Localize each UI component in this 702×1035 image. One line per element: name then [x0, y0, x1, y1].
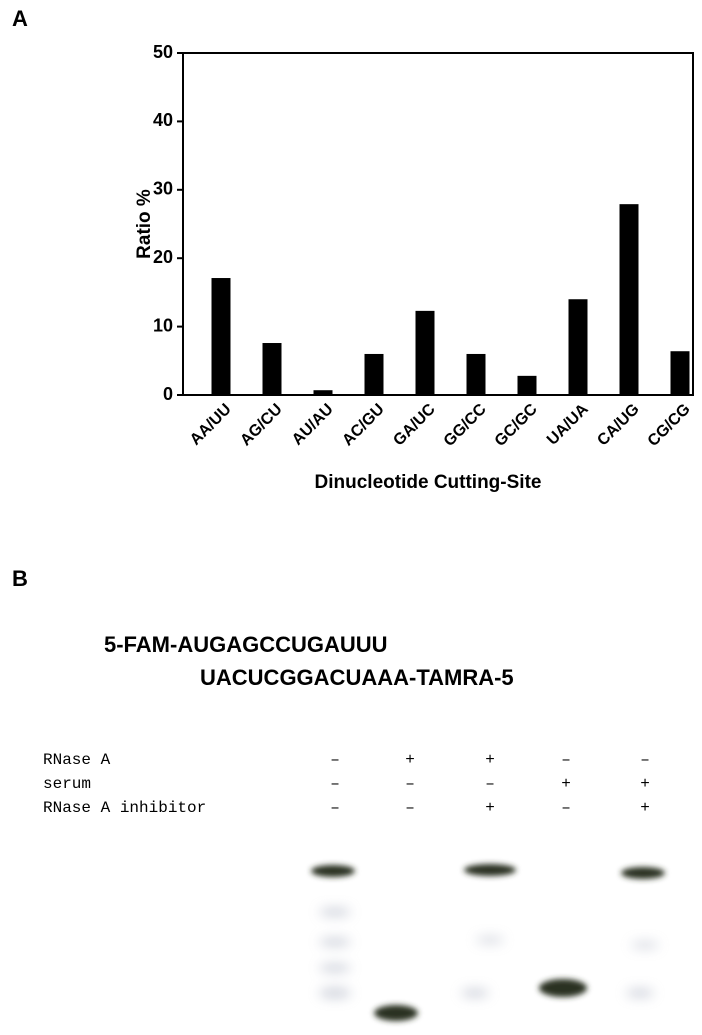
y-tick-label: 30: [153, 179, 173, 199]
x-tick-label: AA/UU: [187, 401, 235, 449]
y-tick-label: 0: [163, 384, 173, 404]
y-tick-label: 20: [153, 247, 173, 267]
x-tick-label: AU/AU: [289, 401, 337, 449]
bar: [619, 204, 639, 395]
sequence-line: UACUCGGACUAAA-TAMRA-5: [200, 665, 514, 690]
lane-sign: +: [640, 775, 650, 793]
panel-label: B: [12, 566, 28, 591]
bar: [415, 310, 435, 395]
lane-sign: –: [330, 799, 340, 817]
lane-sign: –: [640, 751, 650, 769]
lane-sign: –: [485, 775, 495, 793]
panel-label: A: [12, 6, 28, 31]
sequence-line: 5-FAM-AUGAGCCUGAUUU: [104, 632, 388, 657]
plot-frame: [182, 52, 694, 396]
lane-sign: +: [485, 799, 495, 817]
condition-label: RNase A: [43, 751, 111, 769]
lane-sign: +: [561, 775, 571, 793]
x-tick-label: GA/UC: [390, 400, 439, 449]
x-tick-label: GC/GC: [492, 400, 541, 449]
condition-label: RNase A inhibitor: [43, 799, 206, 817]
y-tick-label: 10: [153, 315, 173, 335]
y-tick-label: 40: [153, 110, 173, 130]
bar: [670, 351, 690, 395]
lane-sign: –: [330, 775, 340, 793]
y-axis-label: Ratio %: [134, 189, 155, 259]
x-tick-label: GG/CC: [441, 400, 490, 449]
lane-sign: +: [640, 799, 650, 817]
bar: [568, 299, 588, 395]
x-tick-label: UA/UA: [544, 400, 592, 448]
lane-sign: –: [561, 751, 571, 769]
lane-sign: –: [561, 799, 571, 817]
lane-sign: –: [405, 799, 415, 817]
condition-label: serum: [43, 775, 91, 793]
bar: [517, 375, 537, 395]
bar: [211, 278, 231, 395]
lane-sign: –: [330, 751, 340, 769]
bar: [466, 353, 486, 395]
x-tick-label: CA/UG: [594, 401, 642, 449]
x-tick-label: AC/GU: [339, 401, 387, 449]
gel-image: [311, 864, 665, 1021]
lane-sign: +: [405, 751, 415, 769]
x-tick-label: AG/CU: [237, 401, 285, 449]
bar: [364, 353, 384, 395]
bar: [313, 390, 333, 395]
bar: [262, 343, 282, 395]
x-tick-label: CG/CG: [645, 401, 694, 450]
y-tick-label: 50: [153, 42, 173, 62]
lane-sign: –: [405, 775, 415, 793]
lane-sign: +: [485, 751, 495, 769]
x-axis-label: Dinucleotide Cutting-Site: [315, 472, 542, 493]
